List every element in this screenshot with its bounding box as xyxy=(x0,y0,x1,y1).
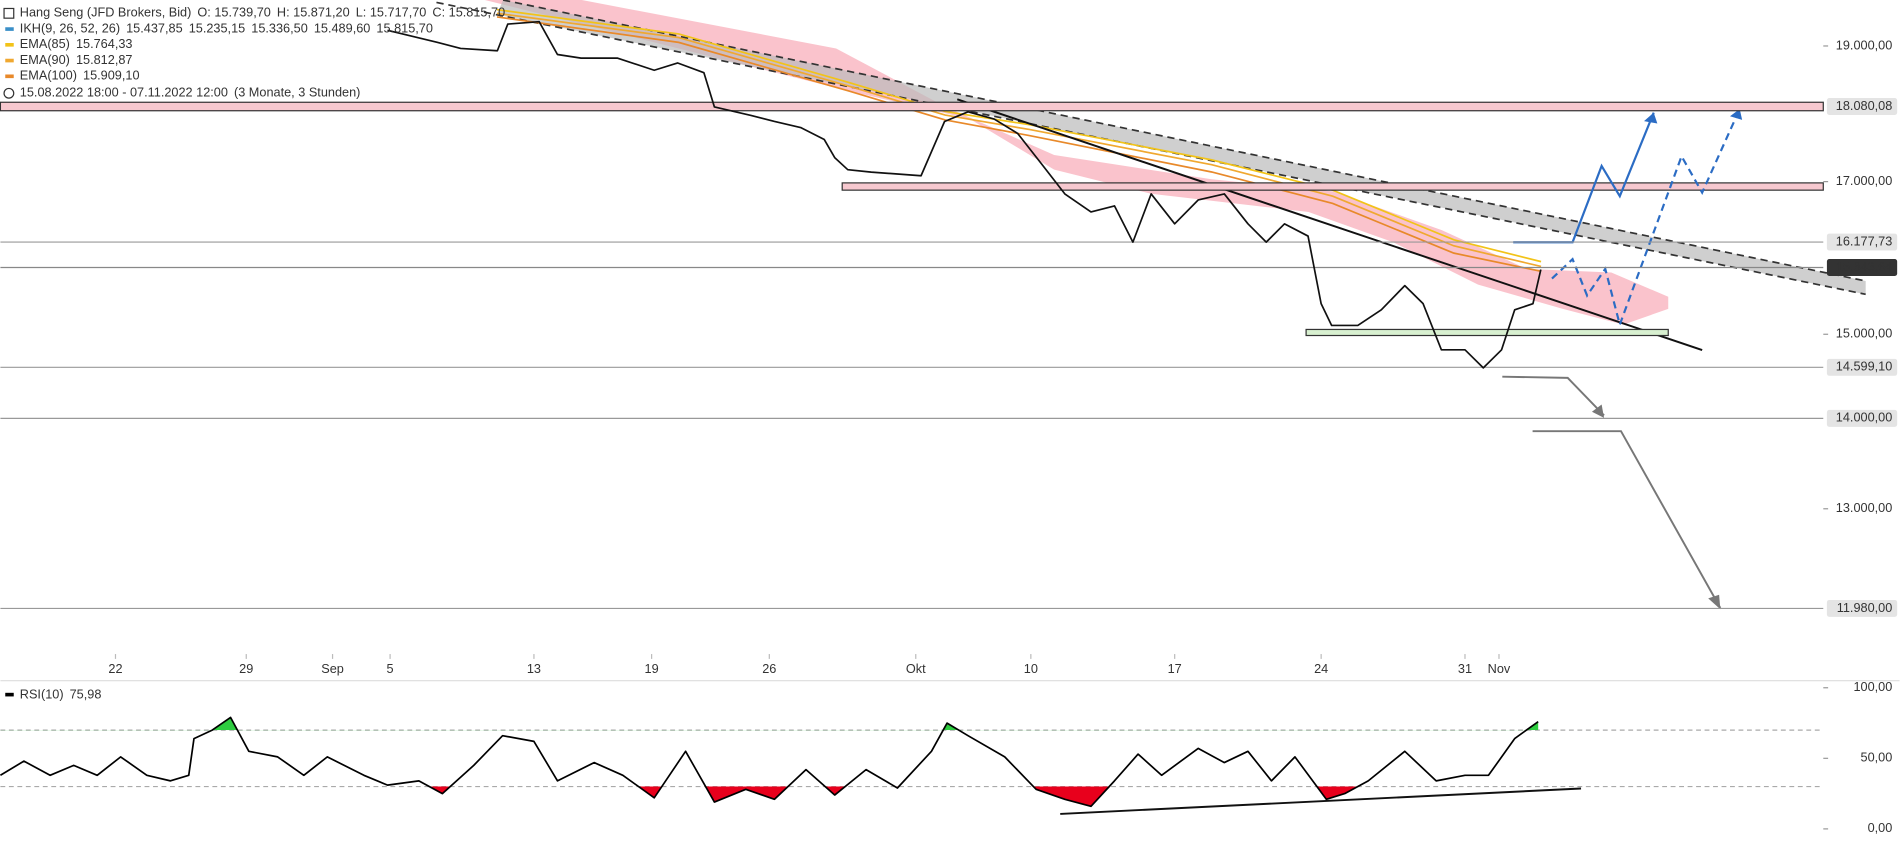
indicator-icon xyxy=(5,74,14,79)
period-note: (3 Monate, 3 Stunden) xyxy=(234,85,360,100)
instrument-name: Hang Seng (JFD Brokers, Bid) xyxy=(20,5,192,20)
y-tick-label: 15.000,00 xyxy=(1836,326,1893,341)
clock-icon xyxy=(3,87,15,99)
indicator-icon xyxy=(5,692,14,697)
support-zone xyxy=(1305,328,1669,337)
level-label-box xyxy=(1826,259,1898,277)
level-label: 11.980,00 xyxy=(1837,600,1893,615)
ema-line xyxy=(496,16,1542,273)
x-tick-label: 29 xyxy=(239,661,253,676)
y-tick-label: 19.000,00 xyxy=(1836,37,1893,52)
level-label-box xyxy=(1826,599,1898,617)
arrow-head xyxy=(1708,594,1721,610)
indicator-reading: 15.437,85 xyxy=(126,20,183,35)
x-tick-label: 22 xyxy=(108,661,122,676)
level-label: 15.843,64 xyxy=(1836,259,1893,274)
y-tick-label: 13.000,00 xyxy=(1836,500,1893,515)
x-tick-label: Okt xyxy=(906,661,926,676)
drawings xyxy=(0,0,1900,815)
level-label: 16.177,73 xyxy=(1836,233,1893,248)
level-label-box xyxy=(1826,233,1898,251)
ema-line xyxy=(496,12,1542,268)
rsi-name: RSI(10) xyxy=(20,687,64,702)
indicator-reading: 15.764,33 xyxy=(76,36,133,51)
indicator-reading: 15.812,87 xyxy=(76,52,133,67)
x-tick-label: 24 xyxy=(1314,661,1328,676)
level-label-box xyxy=(1826,409,1898,427)
ohlc-value: O: 15.739,70 xyxy=(197,5,270,20)
x-tick-label: 10 xyxy=(1024,661,1038,676)
indicator-reading: 15.336,50 xyxy=(251,20,308,35)
series-line xyxy=(0,716,1539,808)
x-tick-label: 5 xyxy=(387,661,394,676)
indicator-name: EMA(90) xyxy=(20,52,70,67)
level-label: 18.080,08 xyxy=(1836,98,1893,113)
period: 15.08.2022 18:00 - 07.11.2022 12:00 xyxy=(20,85,228,100)
x-tick-label: 17 xyxy=(1168,661,1182,676)
y-tick-label: 0,00 xyxy=(1868,820,1893,835)
level-label: 14.599,10 xyxy=(1836,359,1893,374)
series-line xyxy=(387,20,1542,369)
series-icon xyxy=(3,7,15,19)
y-tick-label: 100,00 xyxy=(1853,679,1892,694)
channel-line xyxy=(502,0,1866,282)
indicator-name: EMA(85) xyxy=(20,36,70,51)
indicator-name: IKH(9, 26, 52, 26) xyxy=(20,20,120,35)
indicator-icon xyxy=(5,58,14,63)
rsi-trend-line xyxy=(1060,787,1582,815)
ohlc-value: L: 15.717,70 xyxy=(356,5,427,20)
projection xyxy=(1502,375,1605,417)
level-label-box xyxy=(1826,358,1898,376)
indicator-reading: 15.235,15 xyxy=(189,20,246,35)
ohlc-value: C: 15.815,70 xyxy=(432,5,505,20)
arrow-head xyxy=(1591,404,1605,418)
indicator-icon xyxy=(5,27,14,31)
projection xyxy=(1532,430,1722,609)
indicator-reading: 15.909,10 xyxy=(83,68,140,83)
ichimoku-cloud xyxy=(484,0,1669,325)
x-tick-label: 19 xyxy=(645,661,659,676)
arrow-head xyxy=(1644,112,1658,124)
rsi-value: 75,98 xyxy=(70,687,102,702)
x-tick-label: 26 xyxy=(762,661,776,676)
ohlc-value: H: 15.871,20 xyxy=(277,5,350,20)
level-band xyxy=(0,101,1824,112)
x-tick-label: Nov xyxy=(1488,661,1511,676)
level-label-box xyxy=(1826,98,1898,115)
y-tick-label: 50,00 xyxy=(1861,750,1893,765)
indicator-icon xyxy=(5,42,14,47)
x-tick-label: Sep xyxy=(321,661,344,676)
y-tick-label: 17.000,00 xyxy=(1836,173,1893,188)
indicator-name: EMA(100) xyxy=(20,68,77,83)
level-label: 14.000,00 xyxy=(1836,410,1893,425)
x-tick-label: 31 xyxy=(1458,661,1472,676)
resistance-zone xyxy=(841,182,1824,191)
indicator-reading: 15.489,60 xyxy=(314,20,371,35)
indicator-reading: 15.815,70 xyxy=(376,20,433,35)
x-tick-label: 13 xyxy=(527,661,541,676)
trend-line xyxy=(956,98,1703,351)
channel-band xyxy=(497,0,1866,295)
